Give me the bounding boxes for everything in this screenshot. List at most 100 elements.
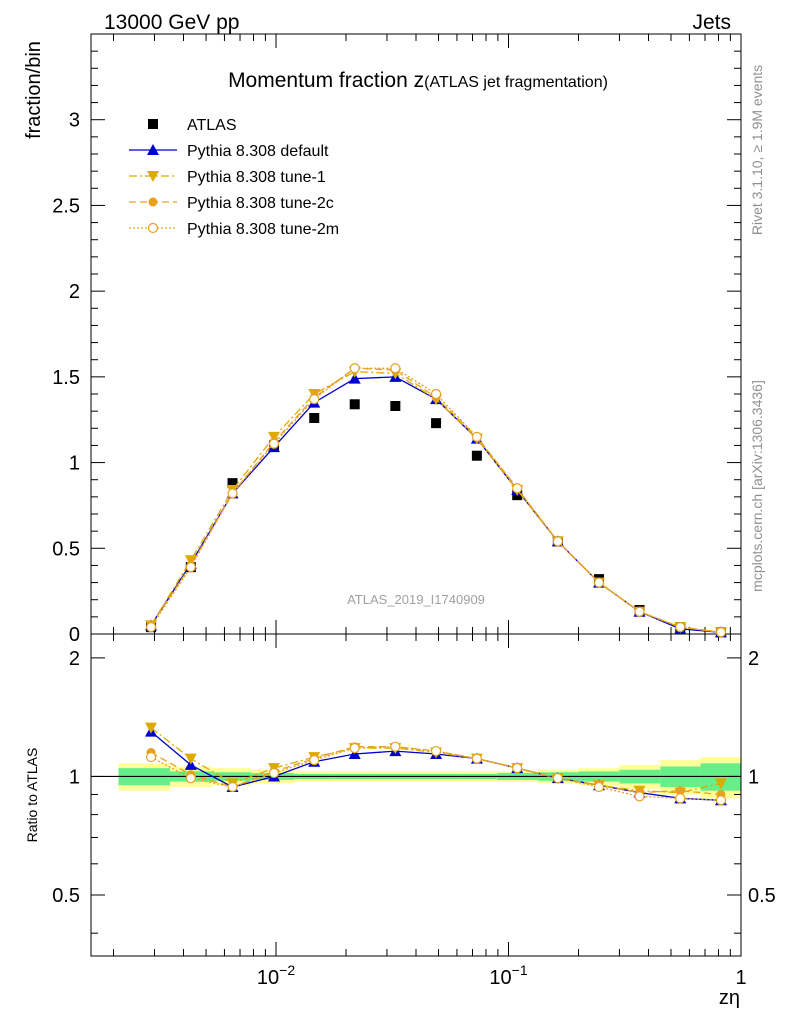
main-series-layer xyxy=(145,363,727,639)
analysis-watermark: ATLAS_2019_I1740909 xyxy=(347,592,485,607)
ratio-series-point xyxy=(185,773,196,784)
ratio-series-point xyxy=(675,793,686,804)
x-tick-label-base: 10 xyxy=(257,967,279,989)
ratio-series-point xyxy=(714,778,727,790)
series-point xyxy=(390,363,401,374)
series-point xyxy=(227,488,238,499)
main-y-tick-label: 2.5 xyxy=(52,195,80,217)
legend-item: Pythia 8.308 tune-2c xyxy=(129,195,334,212)
ratio-series-point xyxy=(145,751,157,763)
ratio-series-point xyxy=(715,795,727,806)
data-point xyxy=(431,418,442,429)
series-point xyxy=(675,622,686,633)
chart-title-sub: (ATLAS jet fragmentation) xyxy=(424,74,608,91)
chart-title: Momentum fraction z(ATLAS jet fragmentat… xyxy=(228,69,608,92)
mcplots-source-label: mcplots.cern.ch [arXiv:1306.3436] xyxy=(749,380,765,592)
ratio-y-tick-label-right: 2 xyxy=(748,648,759,670)
legend: ATLAS Pythia 8.308 default Pythia 8.308 tu… xyxy=(129,117,339,238)
legend-item: ATLAS xyxy=(148,117,237,134)
ratio-series-point xyxy=(349,743,360,754)
series-point xyxy=(471,431,482,442)
x-tick-label-base: 1 xyxy=(735,967,746,989)
data-point xyxy=(227,478,238,489)
header-right: Jets xyxy=(692,11,731,34)
data-point xyxy=(349,399,360,410)
main-y-axis-label: fraction/bin xyxy=(23,41,45,139)
legend-label: ATLAS xyxy=(187,117,237,134)
header-left: 13000 GeV pp xyxy=(104,11,239,34)
series-point xyxy=(348,372,361,384)
series-point xyxy=(184,555,197,567)
data-point xyxy=(309,413,320,423)
main-y-tick-label: 2 xyxy=(69,281,80,303)
legend-marker xyxy=(147,171,159,182)
ratio-series-point xyxy=(512,763,523,774)
ratio-series-point xyxy=(634,791,645,802)
legend-label: Pythia 8.308 tune-2m xyxy=(187,221,339,238)
series-point xyxy=(430,388,442,400)
ratio-y-axis-label: Ratio to ATLAS xyxy=(24,748,40,843)
ratio-series-pythia-8-308-tune-2m xyxy=(145,741,727,806)
legend-label: Pythia 8.308 tune-1 xyxy=(187,169,326,186)
x-tick-label-exponent: −1 xyxy=(512,962,528,978)
x-tick-label: 1 xyxy=(735,967,746,989)
x-tick-label: 10−1 xyxy=(489,962,527,989)
series-point xyxy=(309,394,320,405)
ratio-y-tick-label-left: 0.5 xyxy=(52,885,80,907)
legend-marker xyxy=(147,222,159,234)
ratio-series-point xyxy=(227,781,238,793)
x-tick-label-exponent: −2 xyxy=(279,962,295,978)
ratio-uncertainty-bands xyxy=(118,757,741,799)
x-tick-label-base: 10 xyxy=(489,967,511,989)
legend-marker xyxy=(148,197,158,207)
series-pythia-8-308-tune-2m xyxy=(145,363,727,638)
legend-marker xyxy=(148,119,158,129)
ratio-y-tick-label-left: 2 xyxy=(69,648,80,670)
series-point xyxy=(552,536,563,547)
main-y-tick-label: 3 xyxy=(69,110,80,132)
ratio-series-point xyxy=(552,773,563,784)
series-point xyxy=(715,627,727,638)
rivet-version-label: Rivet 3.1.10, ≥ 1.9M events xyxy=(749,65,765,235)
x-axis-label: zη xyxy=(719,987,740,1009)
ratio-series-point xyxy=(184,753,197,765)
legend-label: Pythia 8.308 tune-2c xyxy=(187,195,334,212)
legend-item: Pythia 8.308 default xyxy=(129,143,329,160)
data-point xyxy=(471,450,482,461)
ratio-series-point xyxy=(471,753,482,764)
legend-marker xyxy=(147,144,159,155)
data-point xyxy=(390,401,401,411)
series-point xyxy=(349,363,360,374)
ratio-series-point xyxy=(593,781,605,793)
main-y-tick-label: 1.5 xyxy=(52,367,80,389)
ratio-plot-frame: 10−2 10−1 10.5 0.51 12 2 xyxy=(52,633,776,989)
series-point xyxy=(634,606,645,617)
legend-item: Pythia 8.308 tune-1 xyxy=(129,169,326,186)
chart-title-main: Momentum fraction z xyxy=(228,69,424,92)
ratio-series-point xyxy=(268,767,280,779)
main-plot-frame: 0 0.5 1 1.5 2 2.5 3 xyxy=(52,33,742,646)
main-y-tick-label: 1 xyxy=(69,453,80,475)
x-tick-label: 10−2 xyxy=(257,962,295,989)
ratio-y-tick-label-right: 0.5 xyxy=(748,885,776,907)
ratio-series-point xyxy=(675,786,685,796)
ratio-y-tick-label-left: 1 xyxy=(69,766,80,788)
ratio-series-layer xyxy=(145,722,727,806)
ratio-series-point xyxy=(430,745,442,757)
ratio-series-point xyxy=(309,755,320,766)
series-point xyxy=(267,431,280,443)
main-y-tick-label: 0.5 xyxy=(52,538,80,560)
series-point xyxy=(185,562,196,573)
series-point xyxy=(512,483,523,494)
legend-item: Pythia 8.308 tune-2m xyxy=(129,221,339,238)
series-point xyxy=(593,577,605,588)
series-point xyxy=(145,622,157,633)
ratio-y-tick-label-right: 1 xyxy=(748,766,759,788)
main-y-tick-label: 0 xyxy=(69,624,80,646)
series-point xyxy=(268,438,280,449)
legend-label: Pythia 8.308 default xyxy=(187,143,329,160)
ratio-series-point xyxy=(145,722,158,734)
ratio-series-point xyxy=(390,741,401,752)
